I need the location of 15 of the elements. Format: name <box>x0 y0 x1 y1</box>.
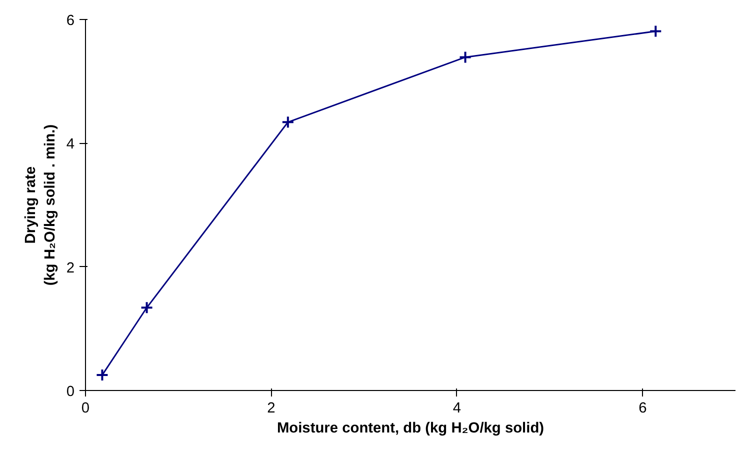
point <box>140 301 154 314</box>
point <box>649 24 662 38</box>
x-tick-label: 2 <box>267 400 276 416</box>
point <box>281 116 294 129</box>
y-tick-label: 0 <box>66 384 75 400</box>
point <box>96 368 109 382</box>
x-tick-label: 6 <box>638 400 647 416</box>
x-tick-label: 4 <box>452 400 462 416</box>
y-axis-title: Drying rate (kg H₂O/kg solid . min.) <box>23 124 58 286</box>
point <box>458 50 472 64</box>
x-tick-label: 0 <box>81 400 90 416</box>
y-tick-label: 2 <box>66 260 75 276</box>
y-tick-label: 6 <box>66 13 75 29</box>
x-axis-title: Moisture content, db (kg H₂O/kg solid) <box>276 420 544 436</box>
y-tick-label: 4 <box>66 136 75 153</box>
